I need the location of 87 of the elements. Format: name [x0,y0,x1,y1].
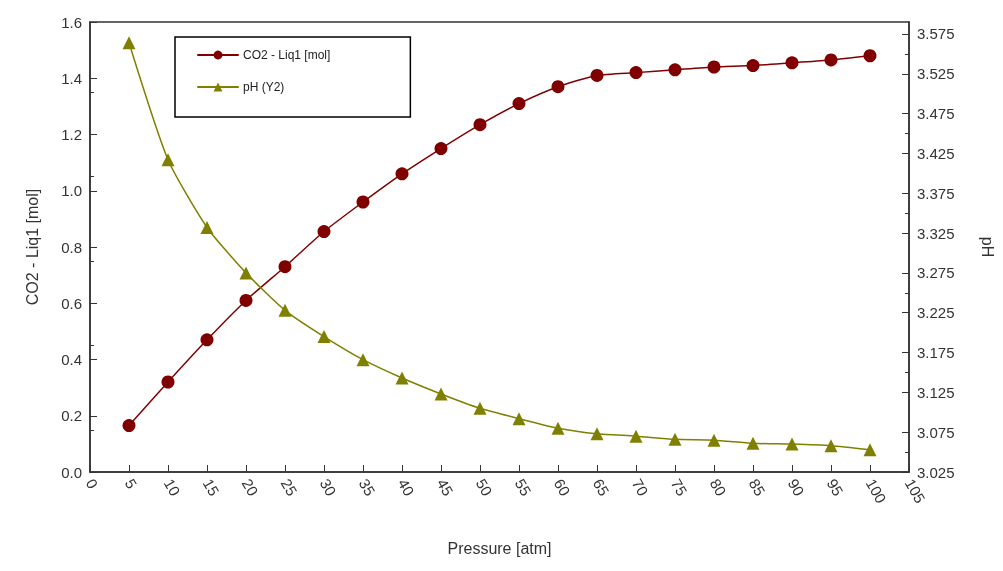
y-tick-label: 0.4 [61,351,82,368]
point [473,118,487,132]
x-tick-label: 75 [667,475,691,499]
y-tick-label: 0.8 [61,238,82,256]
y2-tick-label: 3.575 [917,25,955,43]
point [746,436,760,450]
y-axis-title: CO2 - Liq1 [mol] [23,188,41,306]
point [629,66,643,80]
x-tick-label: 85 [745,475,769,499]
legend-label: pH (Y2) [243,80,285,94]
x-axis-title: Pressure [atm] [447,539,552,557]
y2-tick-label: 3.125 [917,383,955,401]
y-tick-label: 1.2 [61,126,82,143]
point [707,60,721,74]
point [356,195,370,209]
point [239,293,253,307]
x-tick-label: 40 [394,475,418,499]
y2-tick-label: 3.375 [917,184,955,202]
y2-axis-title: pH [978,236,996,258]
point [512,412,526,426]
x-tick-label: 25 [277,475,301,499]
point [590,427,604,441]
point [395,371,409,385]
point [668,432,682,446]
point [746,59,760,73]
x-tick-label: 5 [121,475,141,492]
y-tick-label: 0.6 [61,294,82,312]
x-tick-label: 100 [862,475,890,506]
y2-tick-label: 3.075 [917,423,955,441]
point [356,353,370,367]
point [395,167,409,181]
point [239,266,253,280]
point [785,437,799,451]
point [161,153,175,167]
x-tick-label: 55 [511,475,535,499]
point [317,330,331,344]
point [785,56,799,70]
x-tick-label: 10 [160,475,184,499]
legend-label: CO2 - Liq1 [mol] [243,48,331,62]
point [122,36,136,50]
y-tick-label: 1.6 [61,13,82,31]
x-tick-label: 30 [316,475,340,499]
x-tick-label: 15 [199,475,223,499]
point [122,419,136,433]
x-tick-label: 90 [784,475,808,499]
y2-tick-label: 3.525 [917,65,955,83]
point [434,142,448,156]
point [161,375,175,389]
y2-tick-label: 3.275 [917,264,955,282]
x-tick-label: 95 [823,475,847,499]
point [824,439,838,453]
y2-tick-label: 3.175 [917,344,955,362]
point [200,333,214,347]
point [512,97,526,111]
x-tick-label: 35 [355,475,379,499]
y-tick-label: 0.0 [61,463,82,481]
point [551,80,565,94]
point [629,429,643,443]
point [824,53,838,67]
point [668,63,682,77]
y2-tick-label: 3.475 [917,105,955,123]
point [200,220,214,234]
x-tick-label: 65 [589,475,613,499]
x-tick-label: 45 [433,475,457,499]
point [551,421,565,435]
point [278,260,292,274]
y-tick-label: 0.2 [61,407,82,425]
y-tick-label: 1.0 [61,182,82,200]
y2-tick-label: 3.325 [917,224,955,242]
x-tick-label: 60 [550,475,574,499]
point [863,49,877,63]
point [317,225,331,239]
y2-tick-label: 3.425 [917,144,955,162]
y2-tick-label: 3.225 [917,304,955,322]
point [278,303,292,317]
point [434,387,448,401]
x-tick-label: 70 [628,475,652,499]
x-tick-label: 50 [472,475,496,499]
point [590,68,604,82]
y-tick-label: 1.4 [61,69,82,87]
point [707,433,721,447]
x-tick-label: 0 [82,475,102,492]
point [473,401,487,415]
point [863,443,877,457]
x-tick-label: 80 [706,475,730,499]
x-tick-label: 20 [238,475,262,499]
y2-tick-label: 3.025 [917,463,955,481]
